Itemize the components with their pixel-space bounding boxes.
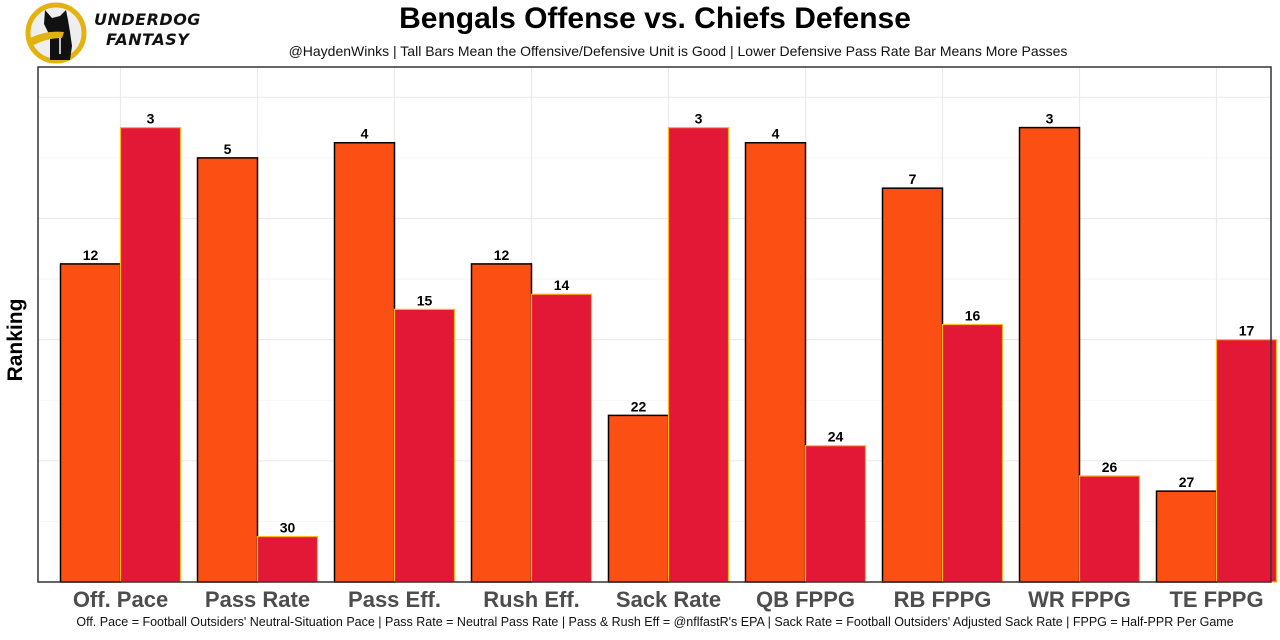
bar-defense bbox=[1078, 475, 1141, 583]
data-label: 30 bbox=[280, 520, 296, 536]
x-tick-label: Pass Eff. bbox=[348, 587, 441, 612]
x-tick-label: Pass Rate bbox=[205, 587, 310, 612]
data-label: 7 bbox=[909, 171, 917, 187]
chart-title: Bengals Offense vs. Chiefs Defense bbox=[399, 2, 911, 35]
bar-offense bbox=[1018, 126, 1081, 583]
data-label: 26 bbox=[1102, 459, 1118, 475]
x-tick-label: QB FPPG bbox=[756, 587, 855, 612]
data-label: 16 bbox=[965, 308, 981, 324]
underdog-logo bbox=[24, 2, 88, 64]
data-label: 22 bbox=[631, 398, 647, 414]
bar-defense bbox=[530, 293, 593, 583]
bar-defense bbox=[393, 308, 456, 583]
brand-wordmark: UNDERDOG FANTASY bbox=[94, 10, 201, 50]
chart-subtitle: @HaydenWinks | Tall Bars Mean the Offens… bbox=[288, 43, 1068, 59]
data-label: 17 bbox=[1239, 323, 1255, 339]
bar-defense bbox=[667, 126, 730, 583]
data-label: 15 bbox=[417, 292, 433, 308]
bar-offense bbox=[607, 414, 670, 583]
bar-offense bbox=[744, 141, 807, 583]
data-label: 3 bbox=[147, 111, 155, 127]
chart-caption: Off. Pace = Football Outsiders' Neutral-… bbox=[76, 615, 1234, 629]
data-label: 3 bbox=[695, 111, 703, 127]
brand-line-2: FANTASY bbox=[106, 30, 190, 49]
x-tick-label: Off. Pace bbox=[73, 587, 168, 612]
bar-defense bbox=[119, 126, 182, 583]
x-tick-label: Rush Eff. bbox=[483, 587, 580, 612]
bar-defense bbox=[804, 445, 867, 583]
bar-offense bbox=[881, 187, 944, 583]
data-label: 4 bbox=[361, 126, 369, 142]
data-label: 12 bbox=[494, 247, 510, 263]
data-label: 3 bbox=[1046, 111, 1054, 127]
data-label: 24 bbox=[828, 429, 844, 445]
dog-logo-icon bbox=[25, 2, 87, 64]
bar-defense bbox=[941, 323, 1004, 583]
bar-defense bbox=[1215, 339, 1278, 583]
x-tick-label: WR FPPG bbox=[1028, 587, 1131, 612]
data-label: 4 bbox=[772, 126, 780, 142]
data-label: 27 bbox=[1179, 474, 1195, 490]
brand-line-1: UNDERDOG bbox=[94, 10, 201, 29]
data-label: 14 bbox=[554, 277, 570, 293]
plot-border bbox=[37, 66, 1272, 583]
bar-offense bbox=[1155, 490, 1218, 583]
data-label: 12 bbox=[83, 247, 99, 263]
bar-offense bbox=[333, 141, 396, 583]
bar-offense bbox=[59, 263, 122, 583]
x-tick-label: TE FPPG bbox=[1169, 587, 1263, 612]
bar-offense bbox=[470, 263, 533, 583]
bar-defense bbox=[256, 535, 319, 583]
bar-offense bbox=[196, 157, 259, 583]
data-label: 5 bbox=[224, 141, 232, 157]
x-tick-label: Sack Rate bbox=[616, 587, 721, 612]
x-tick-label: RB FPPG bbox=[894, 587, 992, 612]
